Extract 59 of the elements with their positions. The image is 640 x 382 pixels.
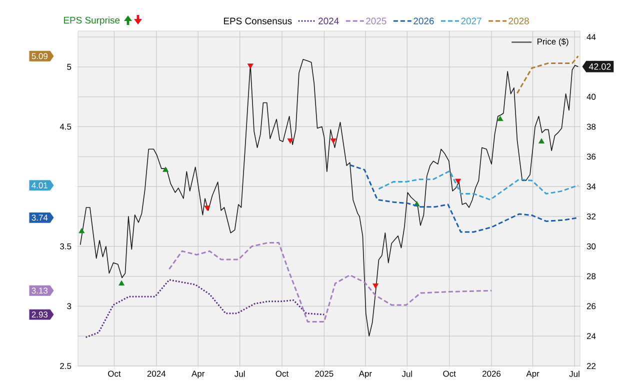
point [330,138,336,144]
legend-title: EPS Consensus [224,18,292,24]
x-tick-label: Jul [402,370,412,377]
point [497,116,504,122]
legend-label: 2025 [366,18,386,24]
y-tick-label: 3.5 [60,243,72,250]
data-label: 42.02 [588,63,611,70]
y2-tick-label: 44 [586,34,596,40]
y-tick-label: 4.5 [60,124,72,130]
legend-label: 2024 [318,18,339,24]
y3-tick-label: 3.13 [32,288,48,294]
x-tick-label: 2026 [482,370,501,377]
text: Price ($) [538,38,568,46]
y2-tick-label: 36 [586,154,596,160]
x-tick-label: 2025 [315,370,334,377]
line-series [85,279,325,338]
legend-label: 2027 [461,18,482,24]
y-tick-label: 5 [67,64,72,70]
x-tick-label: Oct [108,370,121,377]
point [162,166,169,172]
x-tick-label: Apr [526,370,540,378]
y2-tick-label: 40 [586,94,596,100]
x-tick-label: Oct [276,370,289,377]
y3-tick-label: 4.01 [32,182,48,188]
x-tick-label: Jul [234,370,245,377]
line-series [168,242,492,322]
y2-tick-label: 26 [586,303,596,310]
legend-label: 2028 [508,18,529,24]
y-tick-label: 2.5 [60,363,72,369]
point [538,138,544,144]
y3-tick-label: 3.74 [32,214,48,221]
point [372,283,379,289]
y2-tick-label: 22 [586,363,596,369]
point [78,228,85,234]
x-tick-label: Apr [358,370,372,378]
point [455,178,462,184]
text: EPS Surprise [64,16,120,26]
y2-tick-label: 34 [586,184,596,190]
y3-tick-label: 2.93 [32,312,48,318]
point [247,64,254,69]
x-tick-label: Jul [569,370,580,377]
y2-tick-label: 38 [586,124,596,130]
legend-label: 2026 [414,18,434,24]
y2-tick-label: 28 [586,273,596,280]
y2-tick-label: 24 [586,333,596,340]
point [287,138,294,144]
y2-tick-label: 32 [586,213,596,220]
y3-tick-label: 5.09 [32,53,48,60]
line-series [80,59,579,336]
line-series [378,170,579,200]
x-tick-label: Oct [443,370,456,377]
y2-tick-label: 30 [586,243,596,250]
line-series [349,164,579,233]
y-tick-label: 3 [67,303,72,310]
point [204,206,210,211]
point [118,280,125,286]
x-tick-label: Apr [192,370,205,378]
line-series [516,55,579,94]
x-tick-label: 2024 [147,370,166,377]
